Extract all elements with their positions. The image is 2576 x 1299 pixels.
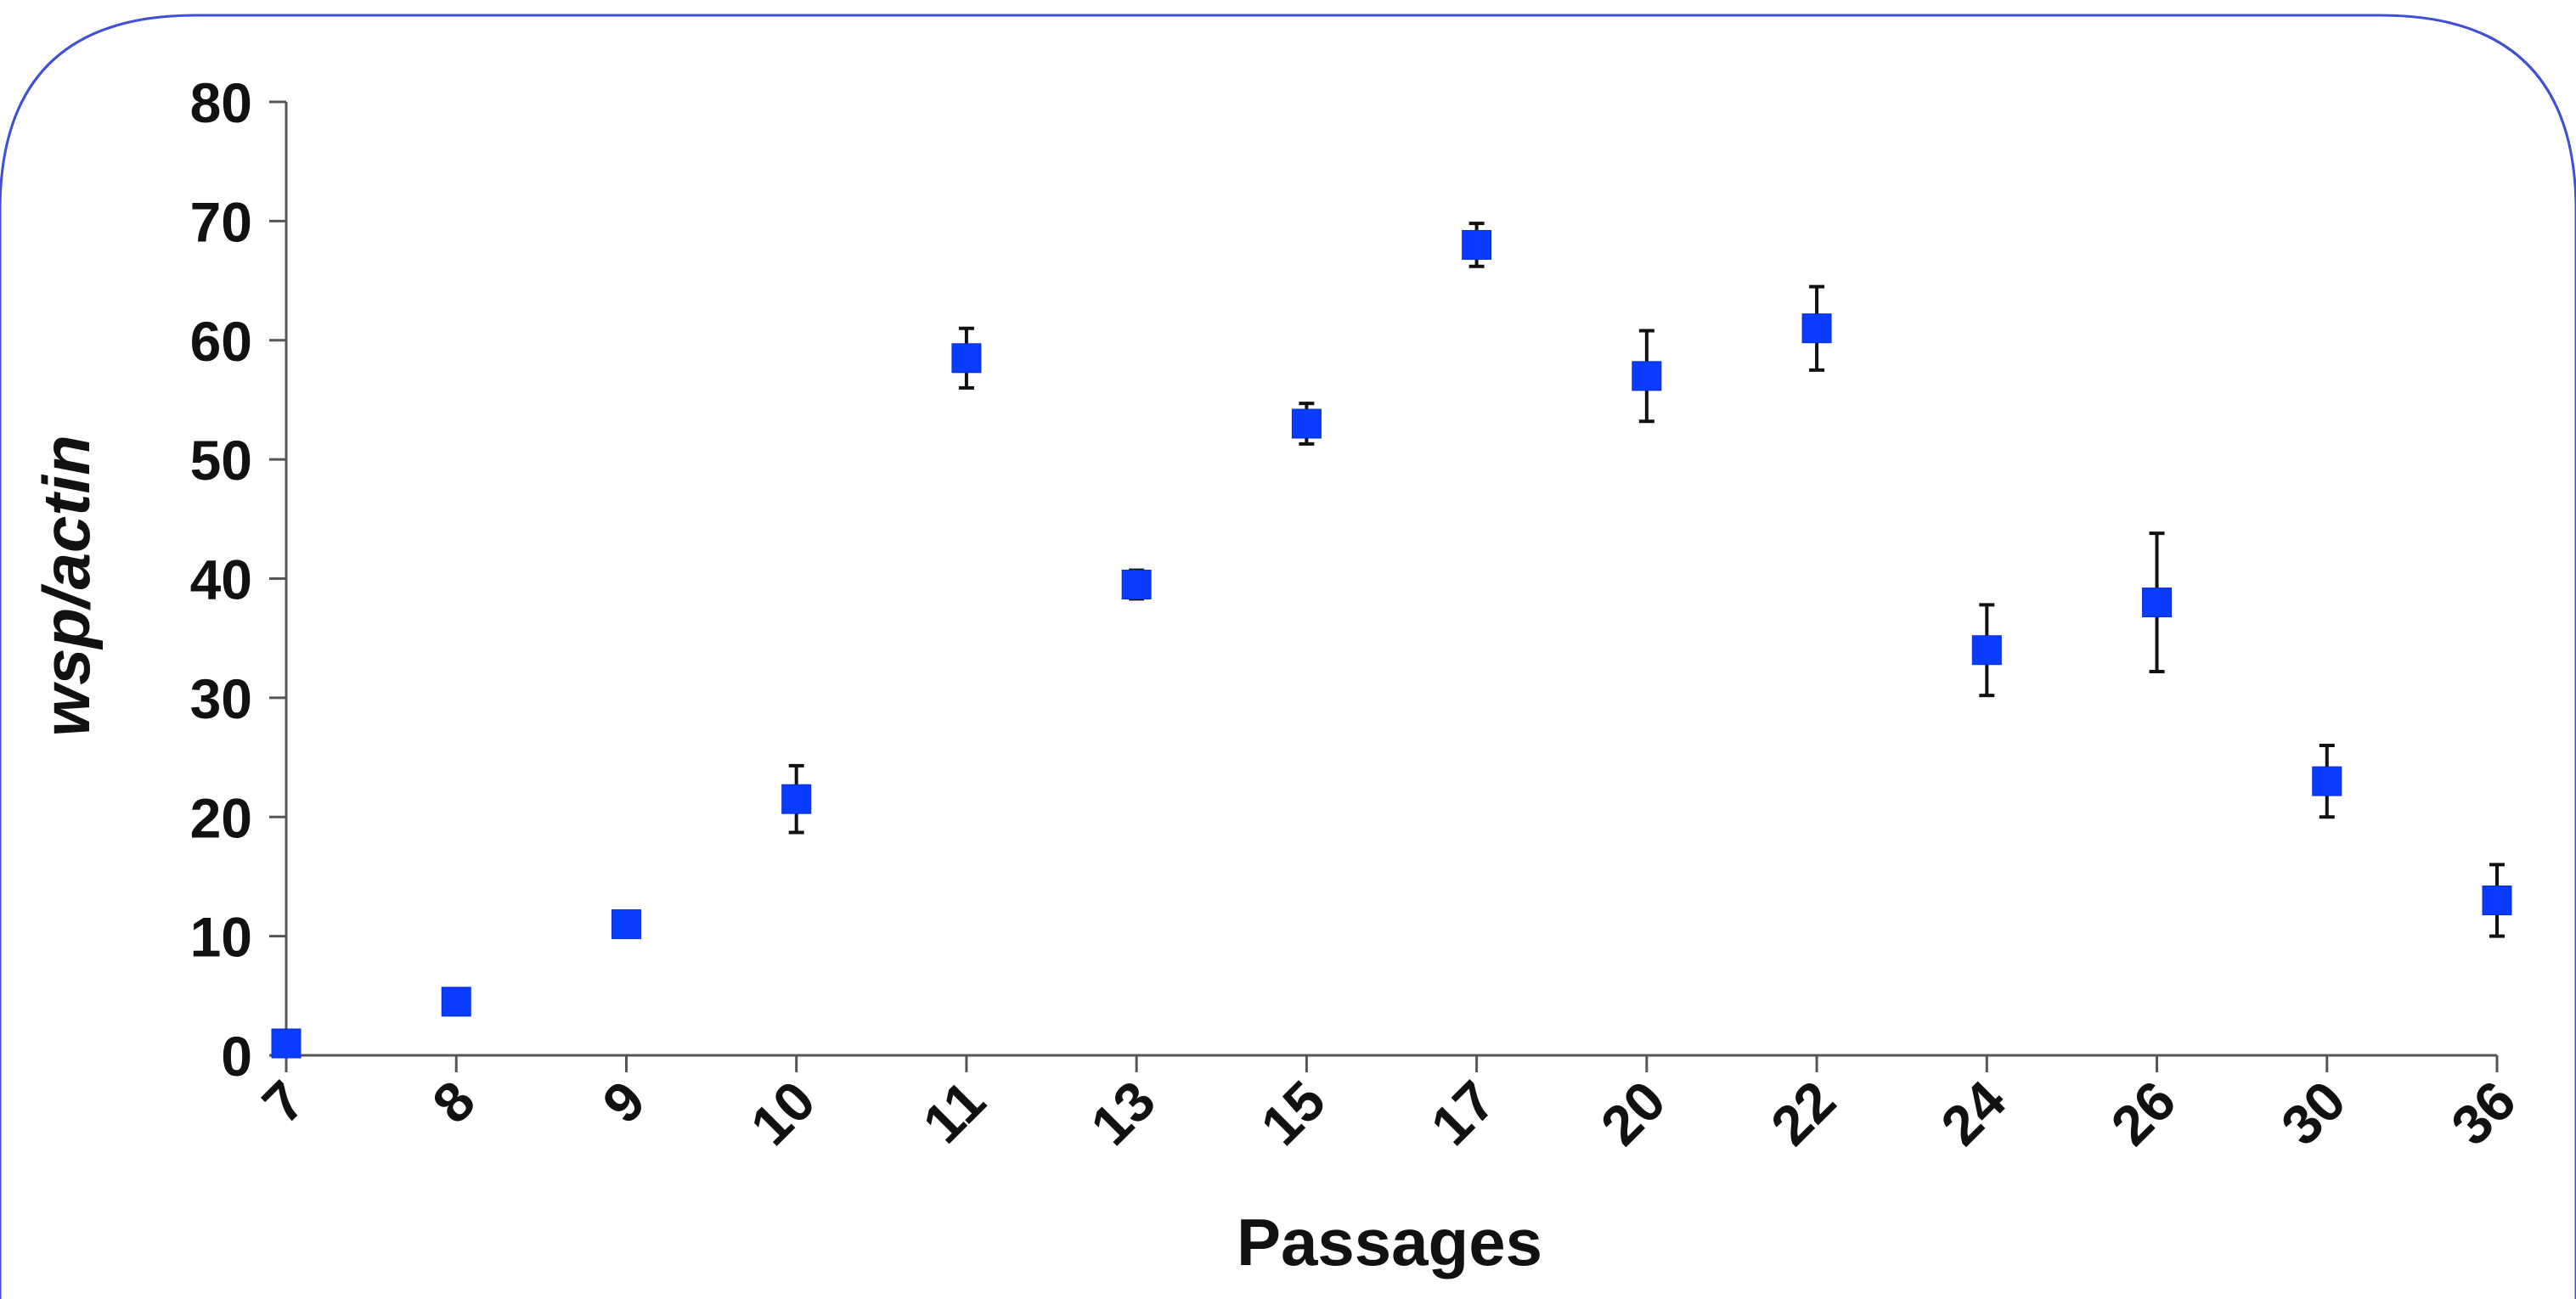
data-point: [781, 784, 812, 814]
x-tick-label: 36: [2439, 1069, 2528, 1157]
x-tick-label: 10: [738, 1069, 826, 1157]
y-tick-label: 40: [190, 548, 252, 611]
data-point: [1462, 229, 1492, 260]
y-axis-ticks: 0 10 20 30 40 50 60 70 80: [190, 71, 286, 1088]
data-points: [271, 229, 2512, 1059]
y-tick-label: 0: [221, 1025, 252, 1088]
x-tick-label: 13: [1079, 1069, 1167, 1157]
y-tick-label: 60: [190, 310, 252, 373]
x-tick-label: 15: [1249, 1069, 1337, 1157]
x-tick-label: 30: [2269, 1069, 2357, 1157]
data-point: [1121, 570, 1152, 600]
x-tick-label: 24: [1929, 1068, 2017, 1156]
data-point: [1291, 408, 1322, 439]
data-point: [611, 909, 641, 940]
data-point: [2312, 766, 2342, 796]
data-point: [1971, 635, 2002, 666]
data-point: [951, 343, 982, 374]
data-point: [271, 1028, 302, 1059]
x-tick-label: 20: [1589, 1069, 1677, 1157]
data-point: [2482, 886, 2512, 916]
data-point: [1801, 313, 1832, 344]
data-point: [1632, 361, 1662, 391]
x-tick-label: 22: [1759, 1069, 1847, 1157]
x-axis-title: Passages: [1237, 1205, 1542, 1279]
x-tick-label: 17: [1418, 1069, 1507, 1157]
y-tick-label: 20: [190, 786, 252, 849]
x-tick-label: 7: [251, 1069, 317, 1135]
x-tick-label: 8: [420, 1069, 487, 1135]
x-tick-label: 26: [2099, 1069, 2187, 1157]
y-tick-label: 50: [190, 429, 252, 492]
x-tick-label: 11: [910, 1069, 997, 1156]
error-bars: [788, 222, 2505, 938]
y-tick-label: 10: [190, 906, 252, 969]
data-point: [2142, 588, 2173, 618]
y-tick-label: 30: [190, 667, 252, 730]
rounded-border: [0, 14, 2576, 1299]
data-point: [441, 987, 471, 1017]
y-tick-label: 70: [190, 190, 252, 253]
x-axis-ticks: 7 8 9 10 11 13 15 17 20 22 24 26 30 36: [251, 1055, 2528, 1157]
x-tick-label: 9: [590, 1069, 657, 1135]
y-tick-label: 80: [190, 71, 252, 134]
y-axis-title: wsp/actin: [29, 435, 104, 736]
